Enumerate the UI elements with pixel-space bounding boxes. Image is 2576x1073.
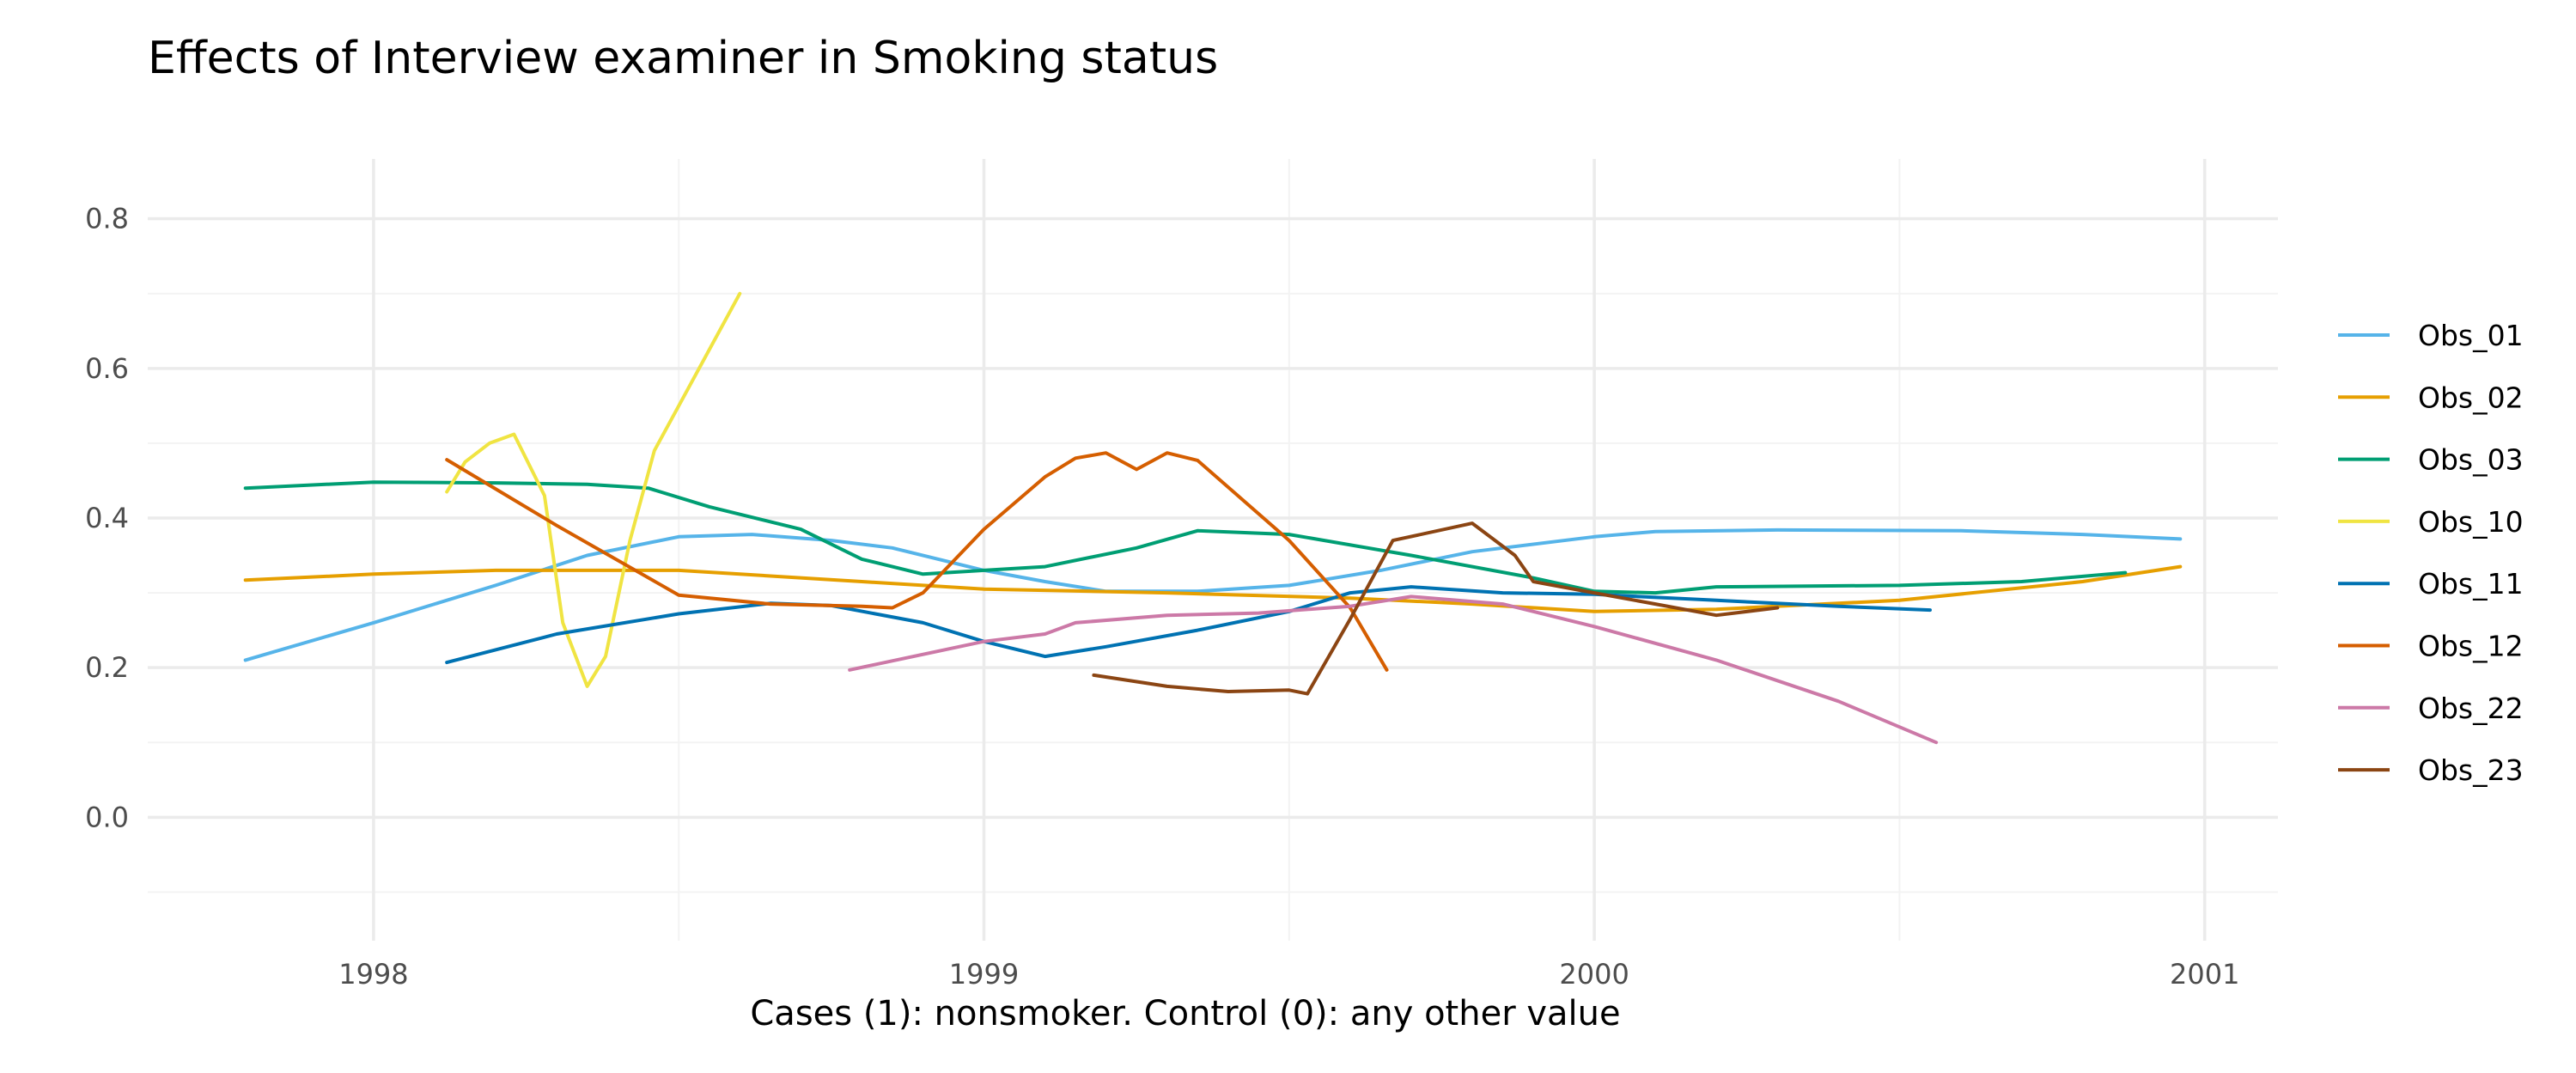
legend-label-obs-01: Obs_01 — [2418, 319, 2524, 352]
x-axis-ticks: 1998 1999 2000 2001 — [338, 958, 2239, 991]
x-tick-label: 1999 — [949, 958, 1019, 991]
x-tick-label: 2000 — [1559, 958, 1629, 991]
x-axis-label: Cases (1): nonsmoker. Control (0): any o… — [750, 994, 1620, 1033]
y-axis-ticks: 0.0 0.2 0.4 0.6 0.8 — [85, 203, 129, 834]
series-lines — [243, 291, 2183, 745]
legend-label-obs-22: Obs_22 — [2418, 692, 2524, 725]
legend-label-obs-23: Obs_23 — [2418, 753, 2524, 787]
legend-label-obs-12: Obs_12 — [2418, 630, 2524, 663]
series-line-obs-12 — [445, 451, 1389, 672]
y-tick-label: 0.0 — [85, 801, 129, 833]
major-gridlines — [148, 159, 2278, 941]
y-tick-label: 0.8 — [85, 203, 129, 235]
x-tick-label: 2001 — [2170, 958, 2239, 991]
series-line-obs-10 — [445, 291, 742, 688]
series-line-obs-23 — [1092, 521, 1780, 696]
legend: Obs_01 Obs_02 Obs_03 Obs_10 Obs_11 Obs_12 Obs_… — [2338, 319, 2524, 787]
y-tick-label: 0.6 — [85, 352, 129, 385]
legend-label-obs-03: Obs_03 — [2418, 443, 2524, 477]
minor-gridlines — [148, 159, 2278, 941]
legend-label-obs-11: Obs_11 — [2418, 567, 2524, 601]
series-line-obs-02 — [243, 564, 2183, 613]
legend-label-obs-02: Obs_02 — [2418, 381, 2524, 414]
chart-title: Effects of Interview examiner in Smoking… — [148, 33, 1218, 84]
x-tick-label: 1998 — [338, 958, 408, 991]
y-tick-label: 0.2 — [85, 651, 129, 684]
series-line-obs-03 — [243, 480, 2128, 595]
legend-label-obs-10: Obs_10 — [2418, 505, 2524, 539]
y-tick-label: 0.4 — [85, 502, 129, 534]
series-line-obs-11 — [445, 585, 1932, 665]
series-line-obs-22 — [848, 594, 1939, 745]
